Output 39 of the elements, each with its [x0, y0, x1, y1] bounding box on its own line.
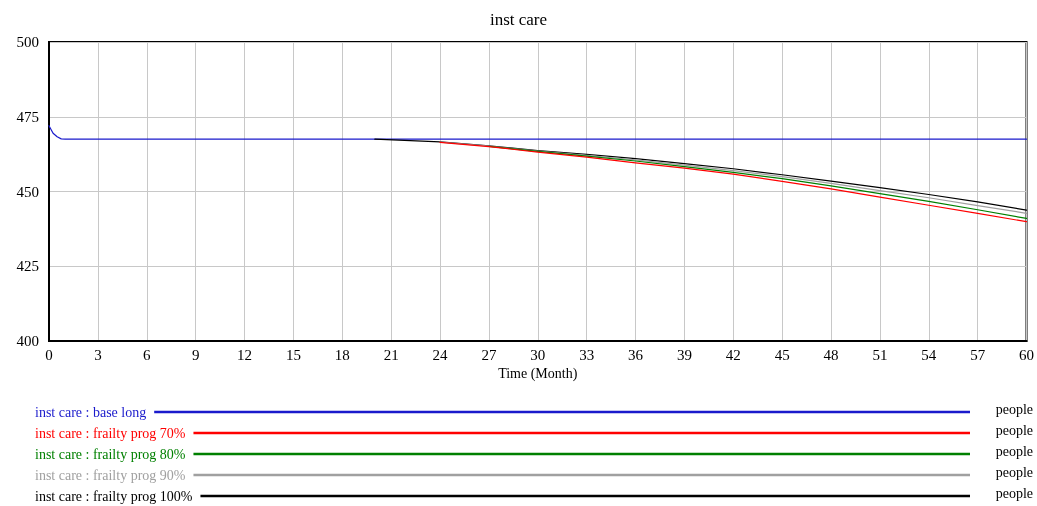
x-tick-label: 21: [383, 346, 399, 363]
x-tick-label: 24: [432, 346, 448, 363]
text: inst care : frailty prog 80%: [35, 446, 186, 462]
x-tick-label: 39: [676, 346, 692, 363]
line-series: [48, 125, 1028, 140]
text: inst care : base long: [35, 404, 147, 420]
text: people: [995, 485, 1034, 501]
x-tick-label: 36: [628, 346, 644, 363]
text: inst care : frailty prog 70%: [35, 425, 186, 441]
x-tick-label: 0: [45, 346, 53, 363]
x-tick-label: 42: [725, 346, 741, 363]
y-tick-label: 400: [16, 333, 39, 349]
x-tick-label: 51: [872, 346, 888, 363]
x-tick-label: 9: [191, 346, 200, 363]
x-tick-label: 18: [334, 346, 350, 363]
text: people: [995, 401, 1034, 417]
x-tick-label: 54: [921, 346, 937, 363]
y-tick-label: 450: [16, 183, 39, 200]
x-tick-label: 45: [774, 346, 790, 363]
x-tick-label: 33: [579, 346, 595, 363]
x-tick-label: 57: [970, 346, 986, 363]
x-tick-label: 48: [823, 346, 839, 363]
y-tick-label: 425: [16, 258, 39, 275]
text: inst care : frailty prog 90%: [35, 467, 186, 483]
x-tick-label: 60: [1019, 346, 1034, 363]
text: people: [995, 464, 1034, 480]
x-tick-label: 12: [237, 346, 252, 363]
x-tick-label: 27: [481, 346, 497, 363]
y-tick-label: 475: [16, 108, 39, 125]
x-tick-label: 3: [94, 346, 102, 363]
x-axis-title: Time (Month): [498, 366, 578, 383]
text: people: [995, 422, 1034, 438]
y-tick-label: 500: [16, 34, 39, 50]
text: people: [995, 443, 1034, 459]
chart-title: inst care: [489, 10, 548, 29]
x-tick-label: 30: [530, 346, 546, 363]
text: inst care : frailty prog 100%: [35, 488, 193, 504]
x-tick-label: 6: [143, 346, 151, 363]
x-tick-label: 15: [285, 346, 301, 363]
